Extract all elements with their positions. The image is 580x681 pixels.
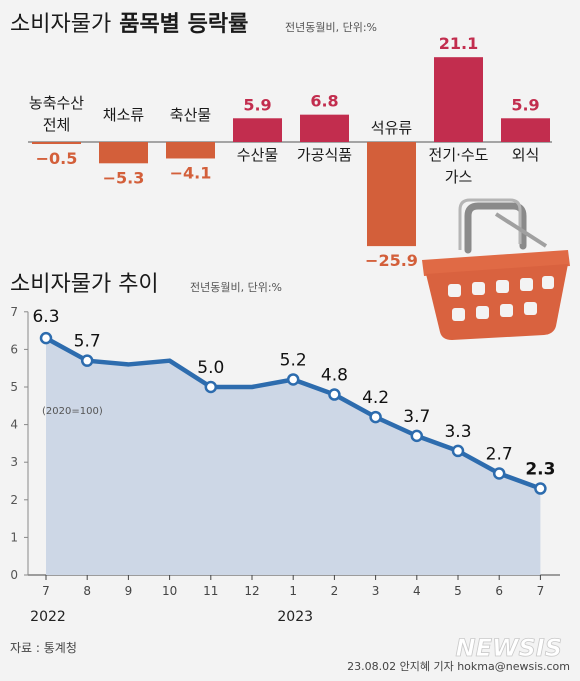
x-tick-label: 11 [203,584,218,598]
bar-category-label: 축산물 [170,106,211,124]
source-note: 자료 : 통계청 [10,641,77,655]
bar [32,142,81,145]
year-label: 2022 [30,609,66,625]
line-chart-title: 소비자물가 추이 [10,272,159,297]
bar-category-label: 가공식품 [297,146,352,164]
base-year-note: (2020=100) [42,406,103,417]
y-tick-label: 7 [10,305,18,319]
line-value-label: 2.7 [486,444,513,464]
data-point [39,331,53,345]
bar-chart-subtitle: 전년동월비, 단위:% [285,21,377,34]
bar-category-label: 외식 [512,146,540,164]
data-point [369,410,382,424]
bar [367,142,416,247]
x-tick-label: 3 [372,584,380,598]
y-tick-label: 5 [10,380,18,394]
line-chart-subtitle: 전년동월비, 단위:% [190,281,282,294]
bar-category-label: 전기·수도 [429,146,489,164]
year-label: 2023 [277,609,313,625]
x-tick-label: 7 [42,584,50,598]
bar [434,57,483,142]
byline: 23.08.02 안지혜 기자 hokma@newsis.com [347,660,570,673]
line-value-label: 4.2 [362,388,389,408]
line-value-label: 2.3 [525,460,555,480]
bar-value-label: 6.8 [310,92,338,111]
x-tick-label: 9 [125,584,133,598]
bar [501,118,550,142]
bar [99,142,148,164]
bar-category-label: 농축수산 [29,94,84,112]
bar-value-label: −5.3 [103,168,145,187]
bar-category-label: 석유류 [371,119,413,137]
data-point [534,482,547,495]
x-tick-label: 6 [495,584,503,598]
y-tick-label: 2 [10,493,18,507]
newsis-logo: NEWSIS [456,634,562,662]
y-tick-label: 6 [10,342,18,356]
y-tick-label: 0 [10,568,18,582]
data-point [410,429,424,443]
bar-category-label: 채소류 [103,106,145,124]
y-tick-label: 3 [10,455,18,469]
data-point [328,388,341,401]
bar-value-label: 21.1 [439,34,478,53]
bar-value-label: 5.9 [511,95,539,114]
y-tick-label: 4 [10,418,18,432]
data-point [492,467,506,480]
x-tick-label: 2 [331,584,339,598]
shopping-basket-icon [422,198,570,340]
x-tick-label: 7 [537,584,545,598]
x-tick-label: 12 [244,584,259,598]
data-point [204,380,218,394]
line-value-label: 3.7 [403,407,430,427]
bar-value-label: −25.9 [365,251,418,270]
bar [166,142,215,159]
data-point [80,354,94,367]
x-tick-label: 5 [454,584,462,598]
data-point [451,444,465,458]
line-value-label: 5.7 [74,332,101,352]
x-tick-label: 8 [83,584,91,598]
bar-category-label: 가스 [445,168,473,186]
bar-category-label: 수산물 [237,146,278,164]
line-value-label: 4.8 [321,366,348,386]
bar-chart-title: 소비자물가 품목별 등락률 [10,12,248,37]
bar [300,114,349,142]
y-tick-label: 1 [10,530,18,544]
x-tick-label: 1 [289,584,297,598]
bar-value-label: −0.5 [36,149,78,168]
line-value-label: 3.3 [444,422,471,442]
x-tick-label: 4 [413,584,421,598]
bar-value-label: −4.1 [170,163,212,182]
data-point [286,373,300,386]
bar [233,118,282,142]
x-tick-label: 10 [162,584,177,598]
bar-value-label: 5.9 [243,95,271,114]
line-value-label: 5.2 [280,350,307,370]
line-area-fill [46,338,541,575]
bar-category-label: 전체 [43,116,71,134]
line-value-label: 5.0 [197,358,224,378]
line-value-label: 6.3 [32,307,59,327]
